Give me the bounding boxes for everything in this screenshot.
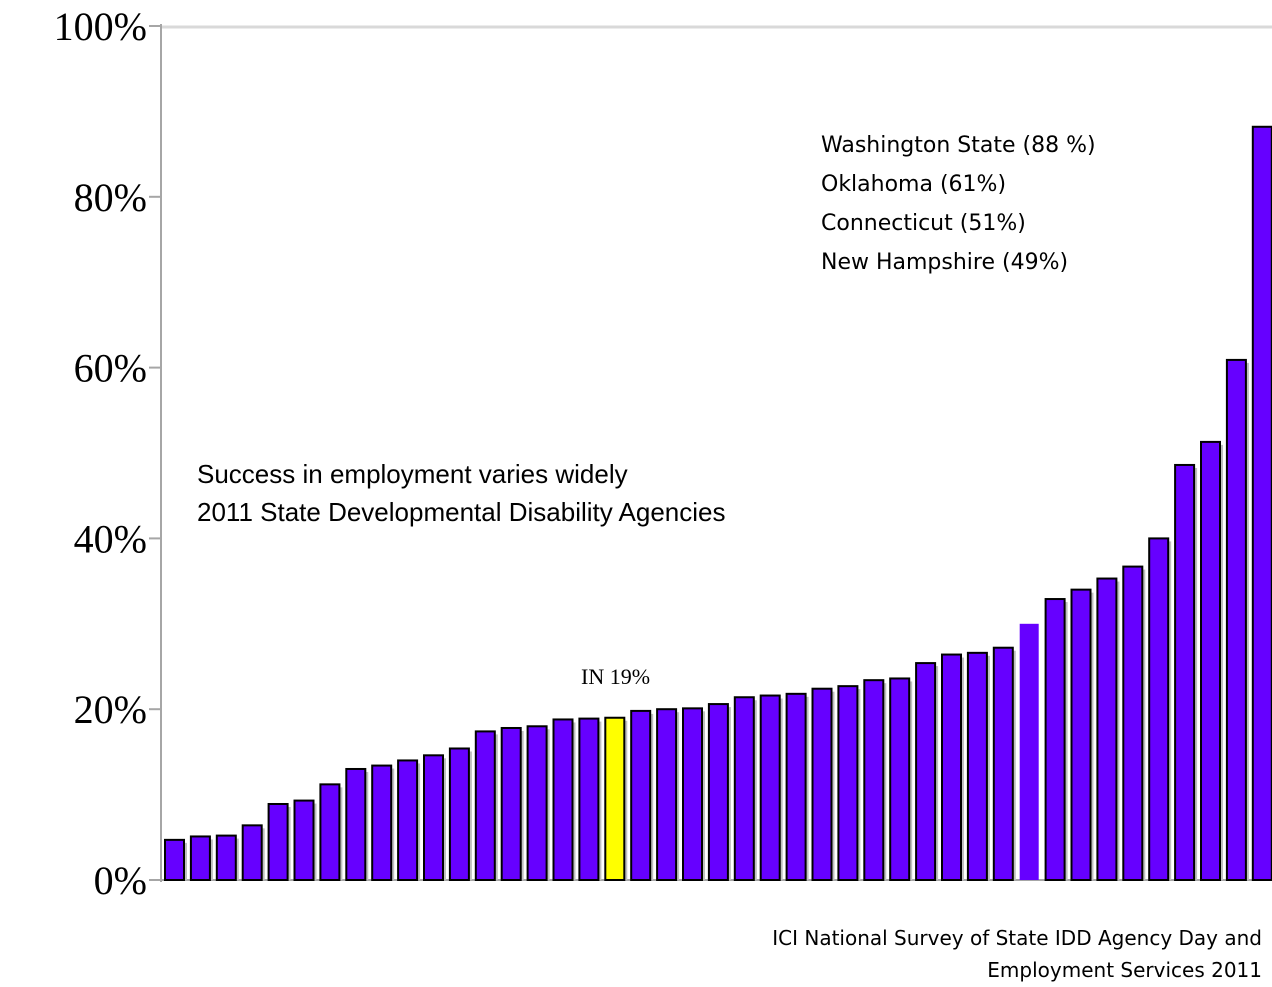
bar bbox=[863, 679, 885, 881]
bar bbox=[811, 687, 833, 881]
bar bbox=[656, 708, 678, 882]
bar bbox=[1122, 565, 1144, 881]
bar bbox=[241, 824, 263, 881]
top-state-4: New Hampshire (49%) bbox=[821, 250, 1069, 275]
bar bbox=[889, 677, 911, 881]
bar bbox=[837, 685, 859, 882]
annotation-line-1: Success in employment varies widely bbox=[197, 459, 628, 489]
y-tick-label: 20% bbox=[74, 687, 147, 732]
bar bbox=[423, 754, 444, 881]
y-tick-label: 80% bbox=[74, 175, 147, 220]
source-note: ICI National Survey of State IDD Agency … bbox=[772, 922, 1262, 986]
bar bbox=[319, 783, 341, 881]
source-line-1: ICI National Survey of State IDD Agency … bbox=[772, 926, 1262, 950]
bar bbox=[785, 692, 807, 881]
top-state-2: Oklahoma (61%) bbox=[821, 172, 1007, 197]
top-state-1: Washington State (88 %) bbox=[821, 133, 1096, 158]
y-tick-label: 0% bbox=[94, 858, 147, 903]
bar bbox=[941, 653, 962, 881]
bar bbox=[552, 718, 574, 881]
bar bbox=[293, 799, 315, 881]
source-line-2: Employment Services 2011 bbox=[987, 958, 1262, 982]
bar bbox=[1096, 577, 1118, 882]
bar bbox=[1200, 440, 1221, 881]
bar bbox=[267, 802, 289, 882]
bar bbox=[189, 835, 211, 881]
bar bbox=[397, 759, 419, 881]
bar bbox=[1251, 125, 1272, 882]
y-tick-label: 100% bbox=[54, 4, 147, 49]
bar bbox=[500, 726, 522, 881]
annotation-line-2: 2011 State Developmental Disability Agen… bbox=[197, 497, 726, 527]
bar bbox=[1225, 358, 1247, 881]
bar bbox=[215, 834, 237, 881]
bar bbox=[448, 747, 470, 882]
bar bbox=[915, 662, 937, 881]
bar bbox=[526, 725, 548, 882]
bar bbox=[164, 838, 185, 881]
bars bbox=[164, 125, 1272, 882]
bar bbox=[992, 646, 1014, 881]
bar-highlight bbox=[604, 716, 626, 881]
bar bbox=[1070, 588, 1092, 881]
y-tick-label: 60% bbox=[74, 346, 147, 391]
bar bbox=[1174, 463, 1196, 881]
bar bbox=[1019, 623, 1039, 880]
bar bbox=[474, 730, 496, 881]
bar bbox=[707, 703, 729, 881]
bar bbox=[733, 696, 755, 882]
bar bbox=[345, 767, 367, 881]
bar bbox=[578, 717, 600, 881]
bar bbox=[1044, 598, 1066, 881]
bar bbox=[759, 694, 781, 882]
highlight-label: IN 19% bbox=[581, 664, 651, 689]
bar bbox=[682, 707, 703, 882]
y-tick-labels: 0% 20% 40% 60% 80% 100% bbox=[54, 4, 147, 903]
chart-annotation: Success in employment varies widely 2011… bbox=[197, 455, 726, 531]
bar bbox=[630, 709, 652, 882]
bar bbox=[1148, 537, 1170, 882]
bar bbox=[966, 651, 988, 881]
y-tick-label: 40% bbox=[74, 516, 147, 561]
top-state-3: Connecticut (51%) bbox=[821, 211, 1026, 236]
top-states-list: Washington State (88 %) Oklahoma (61%) C… bbox=[821, 126, 1096, 282]
bar bbox=[371, 764, 393, 882]
